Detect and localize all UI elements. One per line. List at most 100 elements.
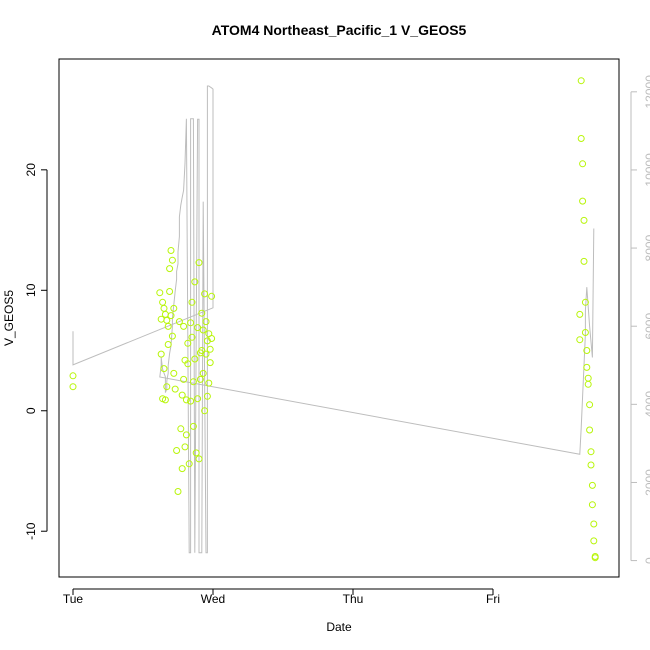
data-point [581, 298, 589, 306]
data-point [184, 360, 192, 368]
data-point [208, 292, 216, 300]
data-point [189, 378, 197, 386]
data-point [579, 197, 587, 205]
data-point [191, 278, 199, 286]
y2-tick-label: 6000 [643, 313, 650, 340]
data-point [168, 332, 176, 340]
data-point [170, 304, 178, 312]
data-point [184, 339, 192, 347]
data-point [166, 288, 174, 295]
data-point [194, 324, 202, 332]
data-point [196, 375, 204, 383]
y-tick-label: 10 [24, 283, 38, 297]
data-point [202, 318, 210, 326]
data-point [202, 350, 210, 358]
data-point [579, 160, 587, 168]
y-tick-label: 20 [24, 163, 38, 177]
series-line [72, 85, 595, 554]
data-point [586, 401, 594, 409]
y2-tick-label: 10000 [643, 153, 650, 187]
x-tick-label: Tue [63, 592, 84, 606]
data-point [164, 322, 172, 330]
data-point [206, 345, 214, 353]
data-point [203, 392, 211, 400]
data-point [69, 383, 77, 391]
data-point [588, 501, 596, 509]
data-point [185, 460, 193, 468]
data-point [580, 257, 588, 265]
data-point [171, 385, 179, 393]
y-tick-label: -10 [24, 522, 38, 540]
data-point [198, 347, 206, 354]
data-point [168, 256, 176, 264]
data-point [195, 455, 203, 463]
data-point [161, 396, 169, 404]
data-point [195, 259, 203, 267]
data-point [181, 443, 189, 451]
x-tick-label: Fri [486, 592, 500, 606]
data-point [581, 329, 589, 336]
data-point [178, 391, 186, 399]
data-point [577, 135, 585, 142]
data-point [208, 335, 216, 342]
data-point [170, 369, 178, 377]
data-point [583, 347, 591, 354]
data-point [174, 488, 182, 495]
data-point [586, 426, 594, 434]
data-point [166, 265, 174, 273]
data-point [175, 318, 183, 326]
x-tick-label: Wed [201, 592, 225, 606]
data-point [194, 395, 202, 403]
data-point [164, 341, 172, 348]
data-point [167, 247, 175, 254]
data-point [177, 425, 185, 433]
data-point [188, 298, 196, 306]
data-point [156, 289, 164, 297]
data-point [167, 312, 175, 320]
x-tick-label: Thu [343, 592, 364, 606]
y-axis-label: V_GEOS5 [2, 290, 16, 346]
data-point [173, 447, 181, 454]
data-point [587, 448, 595, 456]
data-point [201, 407, 209, 415]
data-point [590, 520, 598, 528]
data-point [189, 422, 197, 430]
plot-frame [58, 58, 620, 578]
y2-tick-label: 4000 [643, 391, 650, 418]
chart-title: ATOM4 Northeast_Pacific_1 V_GEOS5 [212, 22, 467, 38]
data-point [576, 336, 584, 344]
data-point [587, 461, 595, 469]
data-point [198, 309, 206, 317]
plot-area [69, 77, 599, 562]
data-point [182, 431, 190, 439]
y2-tick-label: 2000 [643, 469, 650, 496]
data-point [160, 365, 168, 373]
data-point [163, 383, 171, 391]
data-point [584, 380, 592, 388]
y2-tick-label: 12000 [643, 75, 650, 109]
data-point [180, 322, 188, 330]
data-point [188, 333, 196, 341]
data-point [182, 396, 190, 404]
data-point [187, 397, 195, 405]
data-point [576, 310, 584, 318]
data-point [192, 449, 200, 457]
data-point [583, 363, 591, 371]
data-point [206, 359, 214, 367]
y-tick-label: 0 [24, 407, 38, 414]
data-point [591, 554, 599, 562]
data-point [191, 355, 199, 363]
data-point [588, 481, 596, 489]
data-point [157, 350, 165, 358]
x-axis-label: Date [326, 620, 352, 634]
y2-tick-label: 0 [643, 557, 650, 564]
y2-tick-label: 8000 [643, 234, 650, 261]
data-point [178, 465, 186, 473]
data-point [580, 216, 588, 224]
data-point [199, 369, 207, 377]
data-point [187, 319, 195, 327]
data-point [205, 379, 213, 387]
data-point [69, 372, 77, 380]
